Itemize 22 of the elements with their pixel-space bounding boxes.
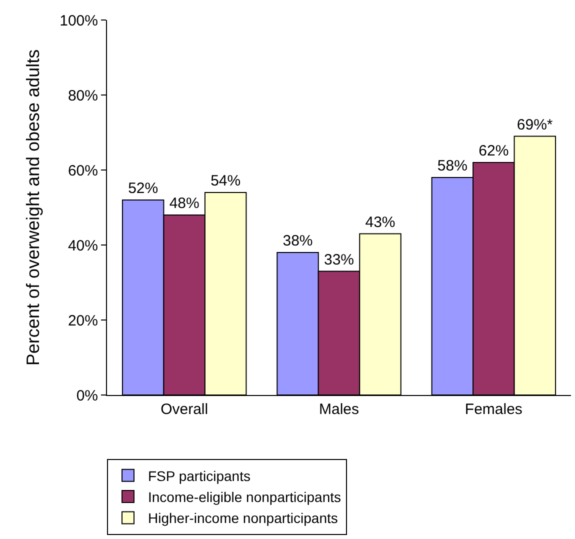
data-label: 58% xyxy=(437,158,468,174)
data-label: 48% xyxy=(169,195,200,212)
data-label: 33% xyxy=(324,251,354,268)
x-tick-label: Overall xyxy=(160,401,208,418)
data-label: 43% xyxy=(365,214,396,231)
y-tick-label: 0% xyxy=(76,387,98,404)
data-label: 38% xyxy=(282,232,313,250)
legend-label: Higher-income nonparticipants xyxy=(148,510,338,526)
x-tick-label: Females xyxy=(464,401,522,418)
x-tick-label: Males xyxy=(318,401,360,418)
y-tick-label: 20% xyxy=(68,312,98,330)
legend-label: Income-eligible nonparticipants xyxy=(148,489,341,506)
data-label: 62% xyxy=(478,142,509,160)
y-axis-title: Percent of overweight and obese adults xyxy=(22,49,43,366)
data-label: 52% xyxy=(128,180,158,197)
y-tick-label: 40% xyxy=(68,237,98,254)
y-tick-label: 80% xyxy=(68,87,98,104)
y-tick-label: 100% xyxy=(60,12,98,30)
legend-label: FSP participants xyxy=(148,468,250,484)
y-tick-label: 60% xyxy=(68,162,98,180)
data-label: 69%* xyxy=(516,116,553,134)
data-label: 54% xyxy=(210,172,241,190)
